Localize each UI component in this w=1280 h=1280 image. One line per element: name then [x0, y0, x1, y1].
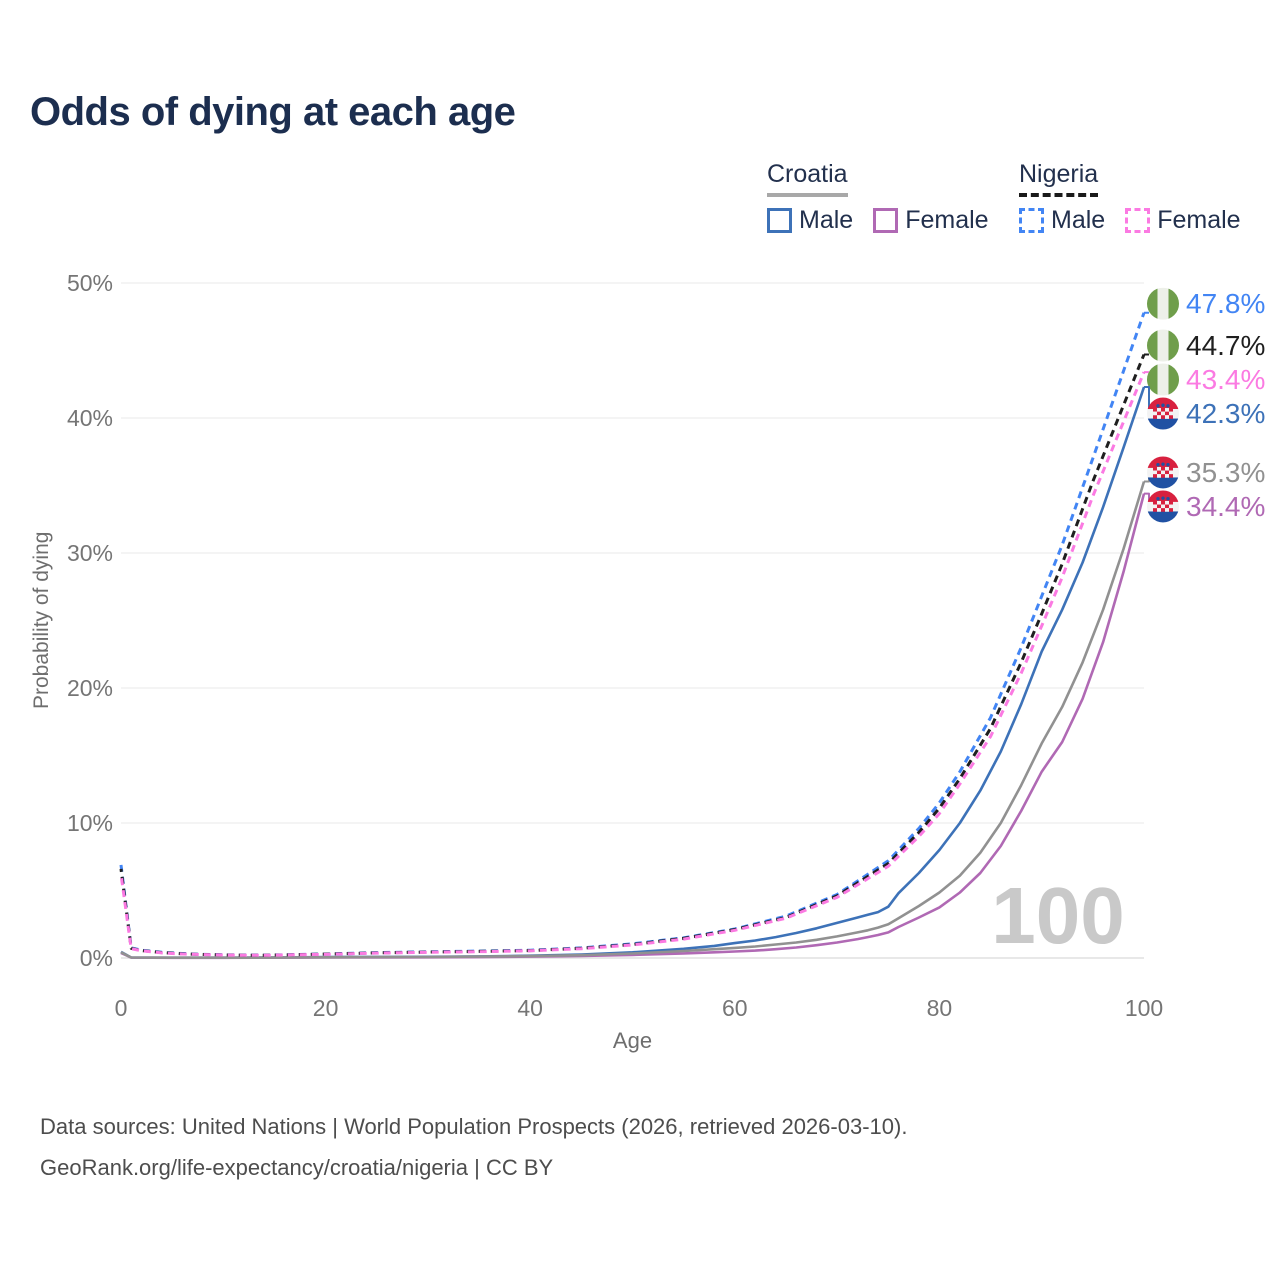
y-tick-label-10: 10% — [67, 810, 113, 836]
y-tick-label-50: 50% — [67, 270, 113, 296]
footer-data-sources: Data sources: United Nations | World Pop… — [40, 1114, 908, 1139]
series-line-croatia[interactable] — [120, 481, 1146, 959]
legend-country-nigeria[interactable]: Nigeria — [1019, 160, 1099, 197]
nigeria-flag-icon — [1147, 288, 1179, 320]
end-label-group-nigeria-female: 43.4% — [1144, 364, 1265, 396]
end-label-value-croatia-male: 42.3% — [1186, 398, 1265, 429]
end-label-group-croatia-male: 42.3% — [1144, 386, 1265, 430]
age-indicator-watermark: 100 — [991, 871, 1124, 960]
series-line-nigeria-female[interactable] — [119, 371, 1146, 957]
x-tick-label-100: 100 — [1125, 995, 1163, 1021]
x-tick-label-20: 20 — [313, 995, 339, 1021]
legend-items-row: Male Female — [1019, 206, 1241, 235]
legend-item-label: Female — [905, 206, 989, 234]
legend-swatch-icon — [1125, 208, 1151, 233]
legend-items-row: Male Female — [767, 206, 989, 235]
legend-swatch-icon — [873, 208, 899, 233]
legend-item-nigeria-female[interactable]: Female — [1125, 206, 1241, 235]
end-label-group-nigeria: 44.7% — [1144, 330, 1265, 362]
legend-item-label: Male — [799, 206, 854, 234]
croatia-flag-icon — [1147, 490, 1179, 522]
legend-item-label: Male — [1051, 206, 1106, 234]
footer-attribution: GeoRank.org/life-expectancy/croatia/nige… — [40, 1155, 554, 1180]
gridlines: 0% 10% 20% 30% 40% 50% 0 20 40 60 80 100 — [67, 270, 1163, 1021]
x-tick-label-0: 0 — [115, 995, 128, 1021]
legend-swatch-icon — [767, 208, 792, 233]
y-tick-label-0: 0% — [80, 945, 113, 971]
x-axis-title: Age — [612, 1028, 653, 1053]
x-tick-label-80: 80 — [927, 995, 953, 1021]
legend-group-croatia: Croatia Male Female — [767, 160, 989, 235]
end-label-value-nigeria-male: 47.8% — [1186, 288, 1265, 319]
end-label-value-croatia: 35.3% — [1186, 457, 1265, 488]
end-label-group-nigeria-male: 47.8% — [1144, 288, 1265, 320]
legend-item-croatia-female[interactable]: Female — [873, 206, 989, 235]
legend-swatch-icon — [1019, 208, 1044, 233]
page-title: Odds of dying at each age — [30, 90, 516, 134]
series-line-nigeria[interactable] — [119, 353, 1146, 957]
nigeria-flag-icon — [1147, 330, 1179, 362]
legend-item-croatia-male[interactable]: Male — [767, 206, 853, 235]
legend-country-croatia[interactable]: Croatia — [767, 160, 848, 197]
footer: Data sources: United Nations | World Pop… — [40, 1106, 907, 1188]
legend-item-nigeria-male[interactable]: Male — [1019, 206, 1105, 235]
legend-group-nigeria: Nigeria Male Female — [1019, 160, 1241, 235]
end-label-value-croatia-female: 34.4% — [1186, 491, 1265, 522]
end-label-value-nigeria: 44.7% — [1186, 330, 1265, 361]
y-tick-label-30: 30% — [67, 540, 113, 566]
y-tick-label-20: 20% — [67, 675, 113, 701]
legend-item-label: Female — [1157, 206, 1241, 234]
end-label-group-croatia: 35.3% — [1144, 456, 1265, 488]
x-tick-label-40: 40 — [517, 995, 543, 1021]
x-tick-label-60: 60 — [722, 995, 748, 1021]
nigeria-flag-icon — [1147, 364, 1179, 396]
end-label-value-nigeria-female: 43.4% — [1186, 364, 1265, 395]
y-tick-label-40: 40% — [67, 405, 113, 431]
croatia-flag-icon — [1147, 456, 1179, 488]
end-label-group-croatia-female: 34.4% — [1144, 490, 1265, 522]
croatia-flag-icon — [1147, 398, 1179, 430]
label-leader-line — [1144, 371, 1155, 381]
